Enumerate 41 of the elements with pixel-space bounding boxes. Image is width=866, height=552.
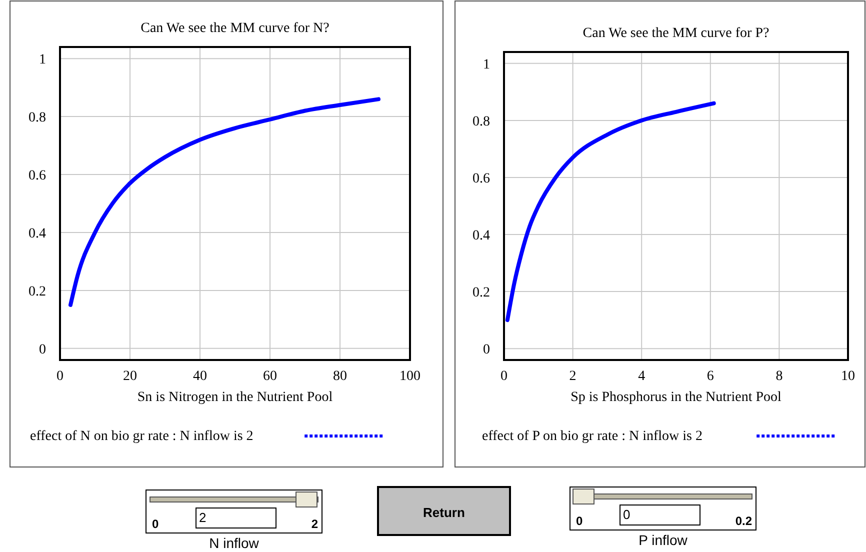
y-tick-label: 0 bbox=[483, 342, 490, 358]
x-tick-label: 100 bbox=[400, 369, 420, 384]
y-tick-label: 1 bbox=[483, 57, 490, 72]
x-tick-label: 80 bbox=[333, 369, 347, 384]
y-tick-label: 0.4 bbox=[472, 228, 490, 244]
x-tick-label: 40 bbox=[193, 369, 207, 384]
x-tick-label: 6 bbox=[706, 369, 714, 384]
text: P inflow bbox=[638, 532, 688, 548]
text: 0 bbox=[576, 514, 583, 528]
line-series bbox=[505, 101, 716, 322]
x-axis-title: Sn is Nitrogen in the Nutrient Pool bbox=[137, 390, 333, 405]
x-tick-label: 8 bbox=[776, 369, 783, 384]
text: Return bbox=[423, 505, 465, 520]
x-tick-label: 10 bbox=[841, 369, 855, 384]
y-tick-label: 0.6 bbox=[472, 171, 490, 186]
text: 2 bbox=[199, 510, 206, 525]
y-tick-label: 0.2 bbox=[28, 284, 46, 300]
x-tick-label: 4 bbox=[638, 369, 646, 384]
line-series bbox=[68, 97, 380, 307]
chart-title: Can We see the MM curve for N? bbox=[140, 21, 330, 36]
y-tick-label: 0.2 bbox=[472, 286, 490, 301]
y-tick-label: 0.8 bbox=[28, 110, 46, 126]
chart-title: Can We see the MM curve for P? bbox=[582, 26, 770, 41]
x-tick-label: 20 bbox=[123, 369, 137, 384]
text: 0 bbox=[623, 507, 630, 522]
y-tick-label: 1 bbox=[39, 52, 46, 68]
y-tick-label: 0.8 bbox=[472, 114, 490, 130]
text: N inflow bbox=[209, 535, 260, 551]
text: 0.2 bbox=[735, 514, 752, 528]
x-tick-label: 0 bbox=[500, 369, 508, 384]
y-tick-label: 0 bbox=[39, 342, 46, 358]
x-tick-label: 0 bbox=[56, 369, 64, 384]
text: effect of P on bio gr rate : N inflow is 2 bbox=[482, 429, 702, 444]
x-tick-label: 60 bbox=[263, 369, 277, 384]
x-tick-label: 2 bbox=[569, 369, 576, 384]
x-axis-title: Sp is Phosphorus in the Nutrient Pool bbox=[570, 390, 782, 405]
y-tick-label: 0.6 bbox=[28, 168, 46, 184]
text: effect of N on bio gr rate : N inflow is 2 bbox=[30, 429, 254, 444]
text: 2 bbox=[311, 517, 318, 531]
y-tick-label: 0.4 bbox=[28, 226, 46, 242]
text: 0 bbox=[152, 517, 159, 531]
